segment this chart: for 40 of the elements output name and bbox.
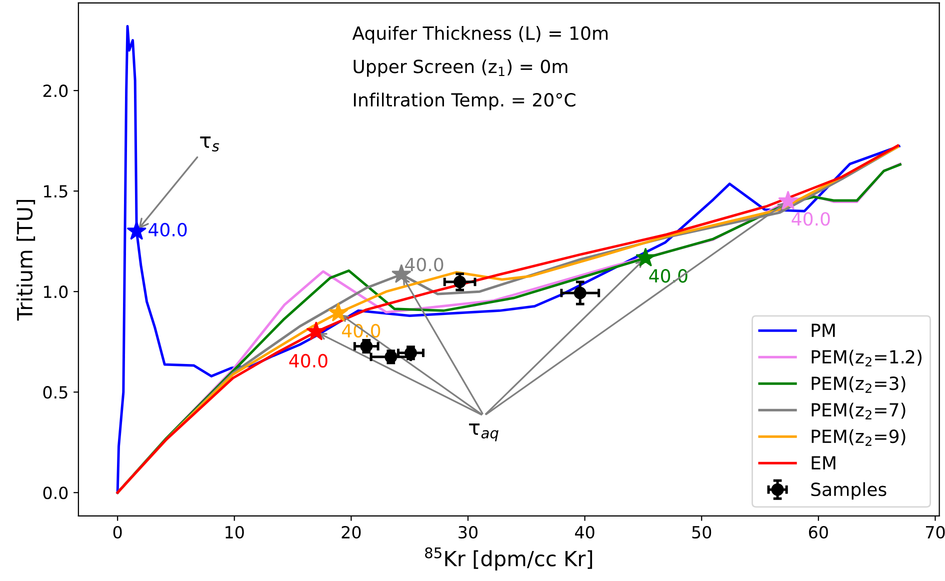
y-tick-label: 2.0 <box>43 84 68 98</box>
annotation: τ$_{s}$ <box>200 136 220 152</box>
point <box>574 286 586 300</box>
point <box>636 248 656 267</box>
x-tick-label: 60 <box>808 526 828 539</box>
x-tick-label: 10 <box>226 526 244 539</box>
point <box>306 321 326 340</box>
point <box>778 190 798 210</box>
legend-label: PEM(z$_{2}$=1.2) <box>812 350 922 366</box>
annotation: Infiltration Temp. = 20°C <box>354 92 576 110</box>
x-tick-label: 70 <box>926 526 945 539</box>
x-tick-label: 20 <box>342 526 361 539</box>
annotation: 40.0 <box>649 269 688 283</box>
y-axis-title: Tritium [TU] <box>16 200 36 321</box>
annotation: 40.0 <box>148 222 187 237</box>
annotation: 40.0 <box>289 354 328 368</box>
legend-label: EM <box>812 456 836 470</box>
y-tick-label: 0.5 <box>43 386 68 399</box>
x-axis-title: $^{85}$Kr [dpm/cc Kr] <box>425 547 592 570</box>
x-tick-label: 50 <box>692 526 712 539</box>
x-tick-label: 0 <box>113 526 122 539</box>
annotation: 40.0 <box>342 324 380 338</box>
legend-label: PEM(z$_{2}$=9) <box>812 429 906 446</box>
point <box>454 276 466 288</box>
annotation: Aquifer Thickness (L) = 10m <box>352 26 608 44</box>
annotation: Upper Screen (z$_{1}$) = 0m <box>354 59 568 77</box>
y-tick-label: 0.0 <box>43 486 68 500</box>
legend-label: PM <box>812 324 835 337</box>
legend-label: PEM(z$_{2}$=7) <box>812 402 906 420</box>
legend-label: PEM(z$_{2}$=3) <box>812 376 906 393</box>
annotation: τ$_{aq}$ <box>469 423 498 442</box>
point <box>126 220 147 240</box>
x-tick-label: 30 <box>458 526 478 539</box>
y-tick-label: 1.0 <box>44 286 68 298</box>
y-tick-label: 1.5 <box>44 185 68 198</box>
point <box>328 302 348 322</box>
legend-label: Samples <box>811 482 886 500</box>
annotation: 40.0 <box>792 212 830 226</box>
x-tick-label: 40 <box>575 526 594 539</box>
annotation: 40.0 <box>405 258 444 272</box>
